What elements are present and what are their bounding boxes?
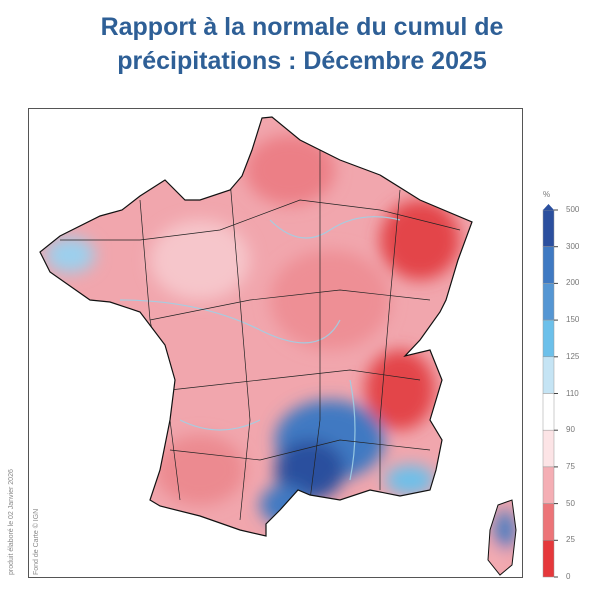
legend-swatch (542, 466, 555, 504)
legend-swatch (542, 393, 555, 431)
legend-tick-label: 300 (566, 241, 580, 251)
legend-tick-label: 90 (566, 425, 575, 435)
map-title-line1: Rapport à la normale du cumul de (100, 13, 504, 41)
legend-tick-label: 125 (566, 351, 580, 361)
legend-tick-label: 75 (566, 461, 575, 471)
legend-tick-label: 110 (566, 388, 579, 398)
legend-tick-label: 150 (566, 315, 580, 325)
legend-max-arrow (543, 204, 554, 210)
legend-tick-label: 200 (566, 278, 580, 288)
map-frame (28, 108, 523, 578)
legend-tick-label: 500 (566, 205, 580, 214)
legend-tick-label: 25 (566, 535, 575, 545)
map-title-line2: précipitations : Décembre 2025 (117, 47, 487, 75)
legend-swatch (542, 429, 555, 468)
legend-tick-label: 0 (566, 572, 571, 581)
credit-produced: produit élaboré le 02 Janvier 2026 (8, 469, 15, 575)
legend-swatch (542, 356, 555, 394)
legend-swatch (542, 540, 555, 578)
legend-colorbar (542, 204, 558, 578)
legend-swatch (542, 503, 555, 541)
legend-swatch (542, 319, 555, 358)
legend-swatch (542, 283, 555, 321)
legend-swatch (542, 209, 555, 247)
credit-basemap: Fond de Carte © IGN (33, 508, 40, 575)
legend-swatch (542, 246, 555, 284)
legend-tick-label: 50 (566, 498, 575, 508)
legend-unit: % (543, 190, 551, 199)
